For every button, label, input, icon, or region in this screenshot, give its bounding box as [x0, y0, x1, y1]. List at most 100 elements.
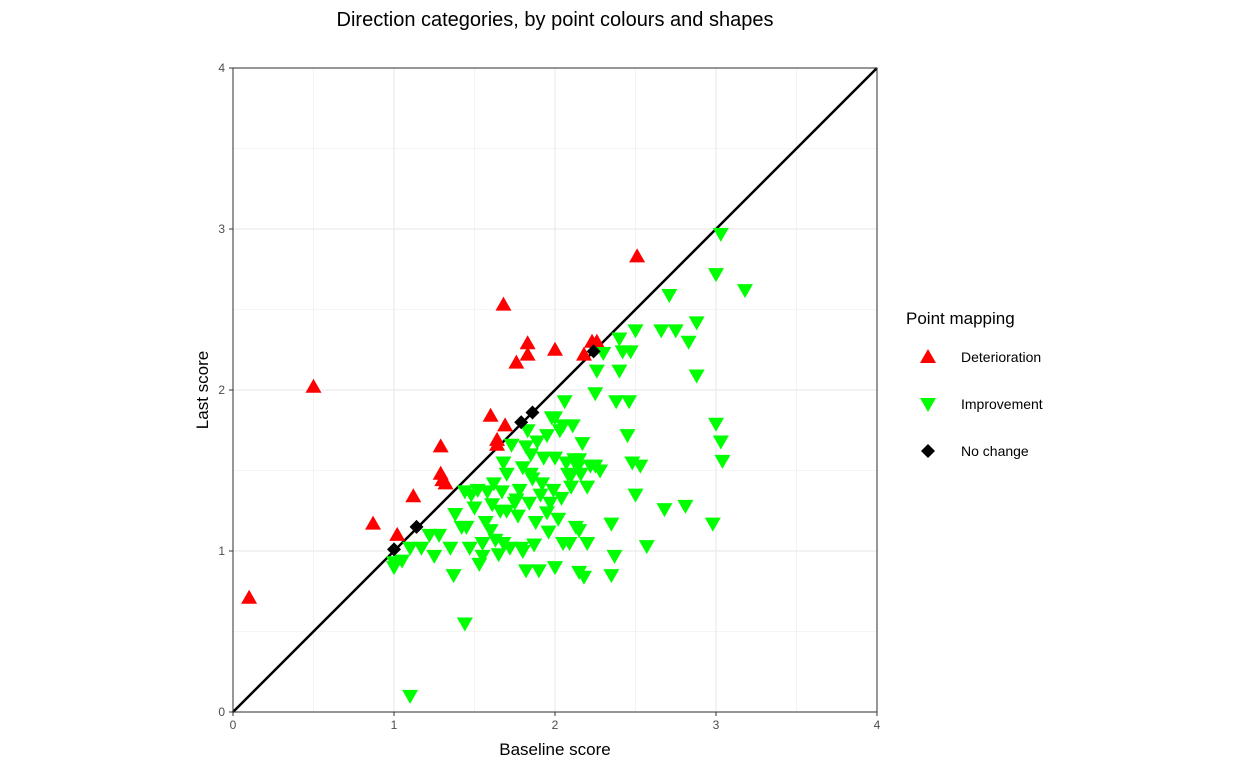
point-no-change [409, 519, 424, 534]
point-improvement [463, 488, 480, 503]
point-improvement [680, 335, 697, 350]
point-improvement [402, 541, 419, 556]
point-improvement [704, 517, 721, 532]
legend-key-deterioration [920, 349, 936, 363]
point-improvement [471, 557, 488, 572]
x-tick-label: 2 [552, 718, 559, 732]
point-improvement [479, 485, 496, 500]
legend-key-no-change [921, 444, 935, 458]
point-deterioration [629, 248, 646, 263]
axes: 0 1 2 3 4 0 1 2 3 4 [218, 61, 880, 732]
y-tick-label: 1 [218, 544, 225, 558]
point-deterioration [495, 296, 512, 311]
data-points [241, 227, 753, 704]
point-deterioration [519, 335, 536, 350]
y-tick-label: 3 [218, 222, 225, 236]
legend-key-improvement [920, 398, 936, 412]
point-deterioration [405, 488, 422, 503]
point-no-change [586, 344, 601, 359]
x-tick-label: 4 [874, 718, 881, 732]
point-deterioration [547, 341, 563, 356]
point-improvement [553, 491, 570, 506]
point-improvement [522, 448, 539, 463]
point-improvement [579, 480, 596, 495]
point-no-change [387, 542, 401, 557]
point-improvement [622, 345, 639, 360]
point-improvement [547, 451, 563, 466]
point-improvement [482, 524, 499, 539]
point-improvement [474, 536, 491, 551]
point-improvement [611, 332, 628, 347]
point-no-change [525, 405, 540, 420]
y-axis-label: Last score [193, 351, 212, 429]
point-improvement [611, 364, 628, 379]
point-improvement [667, 324, 684, 339]
point-improvement [619, 429, 636, 444]
point-improvement [545, 483, 562, 498]
point-improvement [627, 324, 644, 339]
point-improvement [442, 541, 459, 556]
point-improvement [608, 395, 625, 410]
point-improvement [466, 501, 483, 516]
point-deterioration [508, 354, 525, 369]
point-improvement [542, 496, 559, 511]
point-improvement [526, 538, 543, 553]
legend-title: Point mapping [906, 309, 1015, 328]
point-deterioration [489, 436, 506, 451]
point-improvement [514, 461, 531, 476]
point-improvement [575, 570, 592, 585]
point-deterioration [241, 589, 258, 604]
point-improvement [574, 437, 591, 452]
point-no-change [514, 415, 529, 430]
point-improvement [477, 516, 494, 531]
point-improvement [627, 488, 644, 503]
x-tick-label: 3 [713, 718, 720, 732]
y-tick-label: 0 [218, 705, 225, 719]
point-improvement [606, 549, 623, 564]
chart-title: Direction categories, by point colours a… [337, 9, 774, 31]
point-deterioration [519, 346, 536, 361]
point-improvement [514, 545, 531, 559]
point-improvement [402, 689, 419, 704]
point-improvement [563, 480, 580, 495]
point-improvement [530, 564, 547, 579]
point-improvement [538, 429, 555, 444]
point-improvement [638, 540, 655, 555]
y-tick-label: 2 [218, 383, 225, 397]
point-improvement [532, 488, 549, 503]
point-improvement [493, 485, 510, 500]
point-improvement [490, 548, 507, 563]
point-improvement [588, 364, 605, 379]
point-improvement [603, 517, 620, 532]
reference-line [232, 67, 878, 713]
point-improvement [511, 483, 528, 498]
point-improvement [688, 369, 705, 384]
point-improvement [563, 469, 580, 484]
point-improvement [413, 541, 430, 556]
point-improvement [518, 564, 535, 579]
point-improvement [518, 440, 535, 455]
point-improvement [461, 541, 478, 556]
point-improvement [688, 316, 705, 331]
point-improvement [474, 549, 491, 564]
point-improvement [521, 496, 538, 511]
point-improvement [571, 524, 588, 539]
point-deterioration [482, 407, 499, 422]
point-improvement [579, 536, 596, 551]
point-deterioration [588, 333, 605, 348]
legend: Point mapping Deterioration Improvement No… [906, 309, 1043, 459]
point-improvement [485, 477, 502, 492]
point-improvement [603, 569, 620, 584]
point-improvement [456, 617, 473, 632]
point-deterioration [432, 465, 449, 480]
point-improvement [632, 459, 649, 474]
point-improvement [547, 561, 563, 576]
legend-label-improvement: Improvement [961, 396, 1043, 412]
point-improvement [534, 477, 551, 492]
legend-label-deterioration: Deterioration [961, 349, 1041, 365]
point-improvement [540, 525, 557, 540]
point-improvement [431, 528, 448, 543]
point-improvement [571, 453, 588, 468]
point-improvement [538, 506, 555, 521]
legend-label-no-change: No change [961, 443, 1029, 459]
